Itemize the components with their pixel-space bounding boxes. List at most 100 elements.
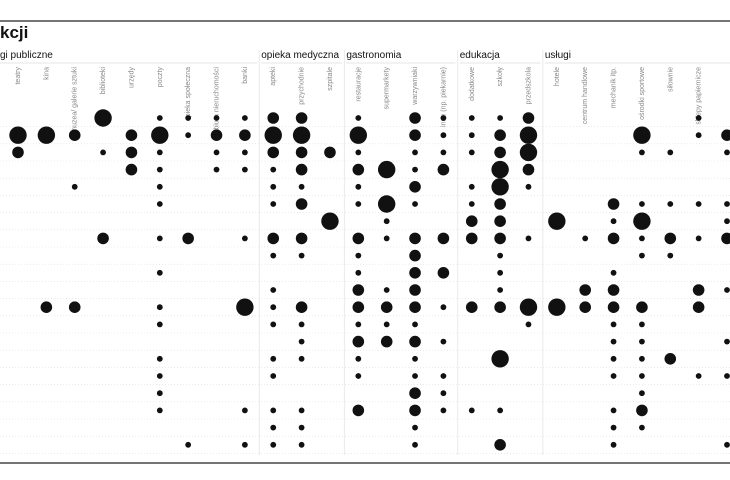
dot [156,115,163,121]
dot [610,269,617,276]
dot [664,353,677,365]
dot [352,163,365,176]
column-label: przychodnie [299,67,306,105]
dot [295,146,308,159]
dot [349,126,368,144]
dot [241,235,248,242]
dot [695,373,702,379]
dot [412,166,418,173]
dot [270,407,277,414]
column-label: poczty [157,67,164,88]
dot [125,129,138,141]
dot [409,112,421,124]
dot [9,126,27,144]
dot [497,115,504,121]
dot [633,126,651,144]
dot [295,112,308,124]
dot [383,235,390,242]
dot [71,183,78,190]
dot [695,132,702,139]
dot [412,201,418,207]
dot [355,201,362,207]
dot [724,338,730,345]
dot [352,335,365,348]
dot [519,143,538,162]
dot [156,390,163,397]
dot [412,149,418,156]
dot [267,112,280,124]
column-label: opieka społeczna [185,67,192,121]
dot [156,304,163,311]
dot [639,321,645,328]
dot [525,235,532,242]
dot [440,407,447,414]
dot [412,373,418,379]
dot [497,407,504,414]
dot [664,232,677,245]
dot [241,407,248,414]
dot [270,373,277,379]
dot [409,404,421,417]
dot [156,149,163,156]
dot [270,304,277,311]
dot [440,373,447,379]
dot [636,301,648,314]
dot [298,321,305,328]
dot [494,232,506,245]
dot [156,183,163,190]
dot [636,404,648,417]
dot [185,441,192,448]
dot [295,301,308,314]
dot [695,115,702,121]
dot [352,284,365,296]
dot [497,269,504,276]
dot [298,441,305,448]
dot [465,301,478,314]
dot [639,373,645,379]
column-label: apteki [270,67,277,86]
dot [494,439,506,451]
dot [355,149,362,156]
dot [721,129,730,141]
dot [610,218,617,225]
dot [494,198,506,210]
dot [639,201,645,207]
chart-title: kcji [0,23,28,42]
dot [639,424,645,431]
dot [639,149,645,156]
dot [156,269,163,276]
dot [298,355,305,362]
dot [267,232,280,245]
dot [633,212,651,230]
column-label: warzywniaki [412,67,419,106]
dot [68,301,81,314]
dot [409,335,421,348]
dot [721,232,730,245]
dot [610,424,617,431]
dot [692,284,705,296]
dot [412,424,418,431]
dot [582,235,589,242]
dot [270,355,277,362]
column-label: szkoły [497,67,504,87]
group-label: opieka medyczna [261,50,339,61]
dot [525,183,532,190]
dot [494,215,506,227]
dot [270,287,277,293]
dot [519,126,538,144]
dot [185,132,192,139]
column-label: sklepy papiernicze [696,67,703,125]
dot [352,232,365,245]
dot [468,407,475,414]
dot [440,338,447,345]
dot [440,304,447,311]
dot [667,149,674,156]
dot [695,235,702,242]
dot [100,149,106,156]
dot [383,321,390,328]
dot [324,146,336,159]
dot [355,183,362,190]
dot [409,129,421,141]
dot [724,441,730,448]
